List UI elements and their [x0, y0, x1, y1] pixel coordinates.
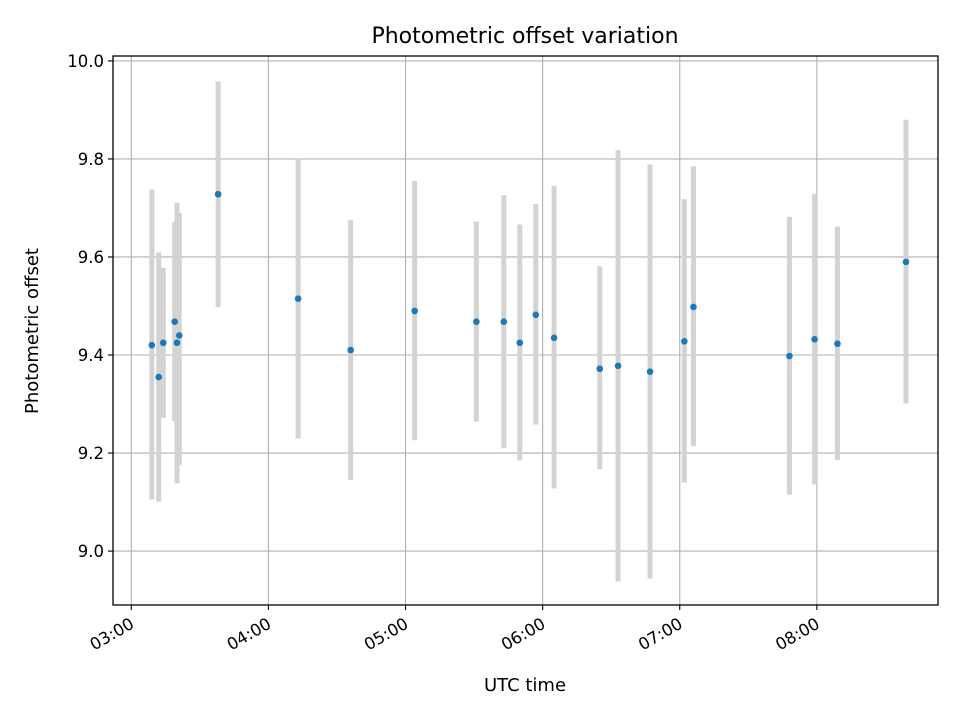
data-point — [834, 340, 841, 348]
plot-frame — [112, 55, 939, 606]
y-axis-ticks: 9.0 9.2 9.4 9.6 9.8 10.0 — [67, 52, 113, 561]
data-point — [347, 346, 354, 354]
data-point — [175, 332, 183, 339]
data-point — [155, 373, 163, 381]
data-point — [500, 318, 508, 325]
y-tick-label: 9.8 — [78, 150, 104, 169]
chart-title: Photometric offset variation — [371, 24, 678, 49]
data-point — [811, 336, 818, 343]
y-tick-label: 9.4 — [78, 346, 104, 365]
data-point — [159, 339, 167, 347]
data-point — [646, 368, 654, 375]
grid — [113, 56, 938, 605]
data-point — [596, 365, 604, 373]
data-point — [214, 190, 222, 198]
data-point — [411, 307, 418, 315]
data-point — [148, 341, 156, 349]
data-point — [681, 337, 688, 345]
y-tick-label: 9.0 — [78, 542, 104, 561]
x-axis-label: UTC time — [484, 675, 566, 696]
data-point — [532, 311, 540, 319]
y-tick-label: 9.2 — [78, 444, 104, 463]
y-axis-label: Photometric offset — [22, 248, 43, 414]
data-point — [902, 258, 910, 266]
data-point — [171, 318, 179, 325]
data-point — [173, 339, 181, 347]
data-point — [786, 352, 793, 360]
data-point — [614, 362, 622, 370]
y-tick-label: 10.0 — [67, 52, 104, 71]
data-point — [516, 339, 524, 347]
data-point — [690, 303, 697, 311]
data-point — [473, 318, 480, 325]
data-point — [550, 334, 558, 342]
y-tick-label: 9.6 — [78, 248, 104, 267]
data-point — [294, 295, 302, 302]
data-points — [148, 190, 910, 381]
